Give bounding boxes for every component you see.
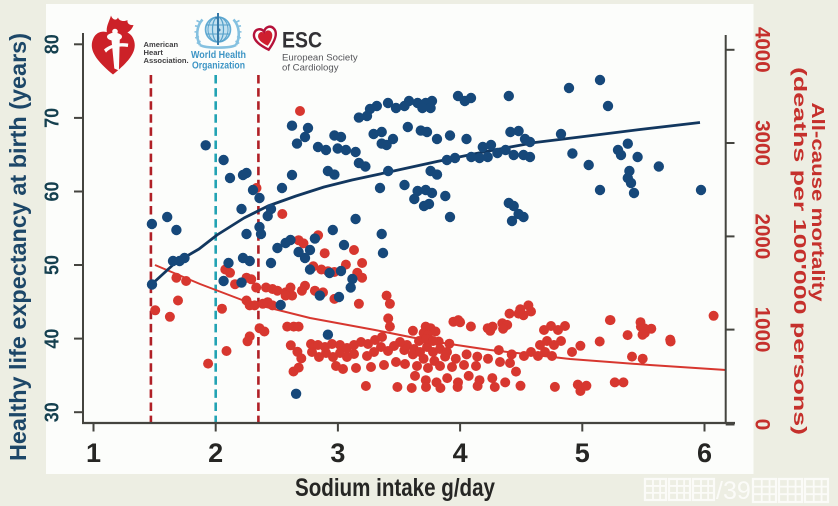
- svg-text:50: 50: [41, 255, 63, 275]
- svg-text:4000: 4000: [750, 27, 773, 73]
- svg-text:European Society: European Society: [282, 53, 358, 64]
- svg-text:ESC: ESC: [282, 28, 322, 53]
- svg-text:4: 4: [453, 438, 468, 468]
- svg-text:5: 5: [575, 438, 590, 468]
- svg-text:/39: /39: [716, 477, 751, 505]
- svg-text:(deaths per 100'000 persons): (deaths per 100'000 persons): [790, 67, 810, 435]
- svg-text:0: 0: [750, 419, 773, 431]
- svg-text:2: 2: [208, 438, 223, 468]
- svg-text:80: 80: [41, 34, 63, 54]
- svg-text:American: American: [144, 40, 179, 49]
- svg-text:60: 60: [41, 182, 63, 202]
- svg-text:of Cardiology: of Cardiology: [282, 63, 339, 74]
- svg-text:Healthy life expectancy at bir: Healthy life expectancy at birth (years): [5, 33, 31, 461]
- svg-text:3000: 3000: [750, 120, 773, 166]
- svg-text:Association.: Association.: [144, 56, 189, 65]
- svg-text:Organization: Organization: [192, 60, 245, 72]
- svg-text:Heart: Heart: [144, 48, 164, 57]
- svg-text:30: 30: [41, 402, 63, 422]
- svg-text:1: 1: [86, 438, 101, 468]
- svg-text:1000: 1000: [750, 307, 773, 353]
- svg-text:All-cause mortality: All-cause mortality: [808, 103, 828, 302]
- svg-text:70: 70: [41, 108, 63, 128]
- svg-text:Sodium intake g/day: Sodium intake g/day: [295, 474, 495, 502]
- svg-text:3: 3: [330, 438, 345, 468]
- svg-text:World Health: World Health: [191, 49, 246, 61]
- svg-text:6: 6: [697, 438, 712, 468]
- svg-text:40: 40: [41, 329, 63, 349]
- svg-text:2000: 2000: [750, 213, 773, 259]
